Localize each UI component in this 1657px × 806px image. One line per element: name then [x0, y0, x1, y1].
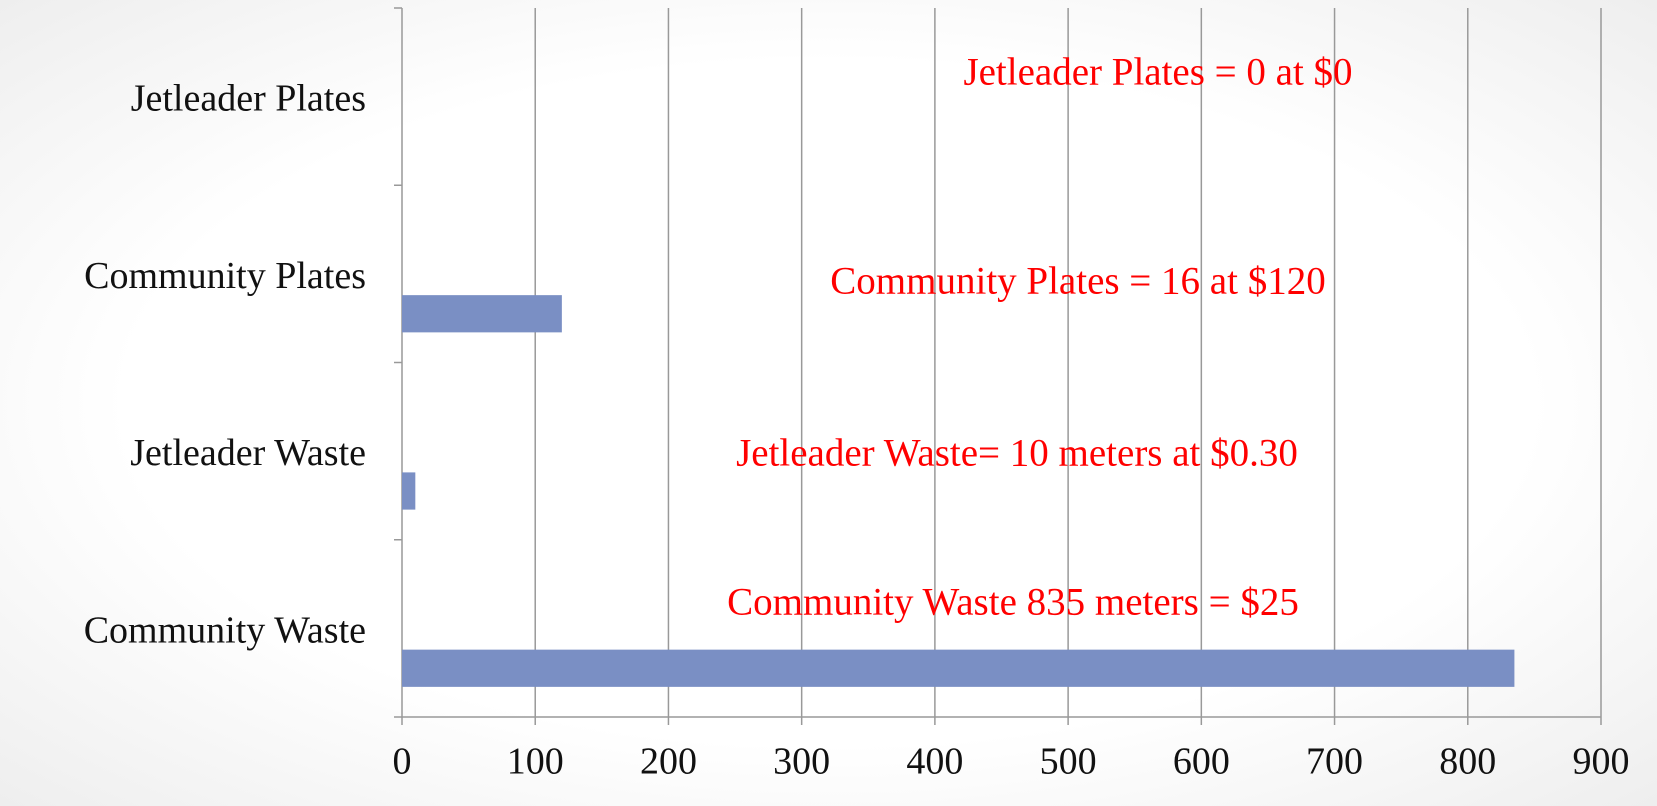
x-tick-label: 800: [1439, 741, 1496, 783]
x-tick-label: 0: [393, 741, 412, 783]
x-tick-label: 200: [640, 741, 697, 783]
y-tick-label: Community Waste: [84, 609, 366, 651]
annotation: Community Waste 835 meters = $25: [727, 580, 1299, 623]
y-tick-label: Jetleader Waste: [130, 432, 366, 474]
annotation: Jetleader Waste= 10 meters at $0.30: [736, 431, 1298, 474]
bar: [402, 472, 416, 510]
annotation: Jetleader Plates = 0 at $0: [963, 50, 1352, 93]
x-tick-label: 500: [1040, 741, 1097, 783]
x-tick-label: 700: [1306, 741, 1363, 783]
bar: [402, 649, 1515, 687]
x-tick-label: 100: [507, 741, 564, 783]
x-tick-label: 600: [1173, 741, 1230, 783]
bar: [402, 295, 562, 333]
y-tick-label: Jetleader Plates: [131, 78, 366, 120]
x-tick-label: 900: [1573, 741, 1630, 783]
x-tick-label: 300: [773, 741, 830, 783]
y-tick-label: Community Plates: [84, 255, 366, 297]
x-tick-label: 400: [906, 741, 963, 783]
annotation: Community Plates = 16 at $120: [830, 259, 1325, 302]
